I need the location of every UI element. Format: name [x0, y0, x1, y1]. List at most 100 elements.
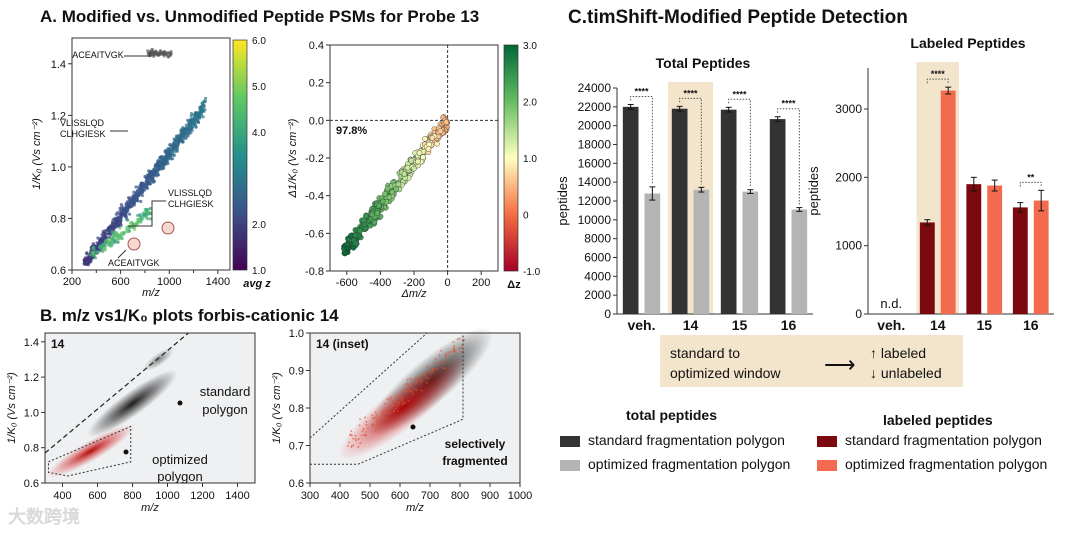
- scatter-point: [131, 203, 135, 207]
- density-point: [434, 358, 437, 360]
- watermark: 大数跨境: [8, 507, 80, 527]
- y-tick-label: 1000: [835, 239, 862, 253]
- scatter-point: [120, 205, 124, 209]
- scatter-point: [416, 150, 423, 156]
- scatter-point: [146, 217, 150, 221]
- scatter-point: [118, 222, 123, 226]
- scatter-point: [369, 211, 375, 218]
- y-tick-label: 1.0: [51, 162, 66, 174]
- x-tick-label: 600: [88, 490, 106, 502]
- y-tick-label: 2000: [835, 170, 862, 184]
- density-point: [446, 359, 449, 362]
- significance-label: ****: [732, 89, 747, 99]
- annotation-label: ACEAITVGK: [108, 258, 160, 268]
- density-blob: [46, 424, 135, 478]
- scatter-point: [144, 207, 149, 212]
- density-point: [455, 359, 458, 362]
- scatter-point: [116, 240, 120, 244]
- x-tick-label: 800: [123, 490, 141, 502]
- density-point: [360, 434, 363, 437]
- callout-line-2: optimized window: [670, 365, 781, 381]
- density-point: [350, 430, 353, 433]
- density-point: [459, 346, 462, 349]
- region-marker: [177, 400, 183, 406]
- x-tick-label: 800: [451, 490, 469, 502]
- density-point: [445, 352, 448, 355]
- scatter-point: [395, 181, 402, 188]
- scatter-point: [111, 233, 115, 237]
- bar: [720, 109, 737, 315]
- scatter-point: [139, 199, 143, 204]
- y-tick-label: 1.2: [51, 110, 66, 122]
- x-axis-label: m/z: [406, 502, 424, 514]
- density-point: [397, 410, 399, 413]
- legend-item-total-optimized: optimized fragmentation polygon: [560, 456, 790, 472]
- scatter-point: [182, 128, 187, 132]
- x-tick-label: 0: [445, 277, 451, 289]
- density-point: [387, 412, 390, 415]
- colorbar-tick-label: 6.0: [252, 36, 266, 47]
- scatter-point: [101, 249, 105, 254]
- scatter-point: [147, 181, 152, 186]
- scatter-point: [382, 191, 388, 197]
- bar: [742, 191, 759, 314]
- density-point: [359, 418, 361, 421]
- scatter-point: [393, 186, 400, 192]
- callout-up: ↑ labeled: [870, 345, 927, 361]
- annotation-marker: [161, 221, 175, 235]
- scatter-point: [166, 54, 170, 58]
- density-point: [363, 433, 366, 436]
- x-tick-label: 700: [421, 490, 439, 502]
- bar: [671, 108, 688, 314]
- annotation-leader: [128, 200, 166, 227]
- scatter-point: [171, 148, 175, 152]
- scatter-point: [111, 218, 115, 222]
- scatter-point: [345, 236, 351, 243]
- scatter-point: [122, 212, 126, 217]
- scatter-point: [177, 139, 181, 143]
- y-tick-label: 12000: [578, 194, 612, 208]
- density-point: [425, 376, 427, 379]
- scatter-point: [156, 172, 160, 177]
- scatter-point: [148, 217, 153, 221]
- percent-annotation: 97.8%: [336, 125, 367, 137]
- legend-swatch: [560, 459, 580, 471]
- x-axis-label: m/z: [142, 287, 160, 299]
- region-label: fragmented: [442, 454, 507, 468]
- scatter-point: [110, 244, 114, 248]
- scatter-point: [118, 226, 122, 230]
- scatter-point: [126, 204, 130, 208]
- density-point: [440, 349, 443, 352]
- bar: [987, 185, 1003, 314]
- scatter-point: [130, 198, 134, 203]
- scatter-point: [374, 210, 381, 217]
- chart-b-left: 400 600 800 1000 1200 1400 0.6 0.8 1.0 1.2 1.4 m/z 1…: [6, 332, 256, 514]
- scatter-point: [401, 171, 408, 177]
- legend-labeled-header: labeled peptides: [883, 412, 993, 428]
- y-tick-label: 0.8: [51, 213, 66, 225]
- colorbar-tick-label: 4.0: [252, 128, 266, 139]
- category-label: veh.: [627, 317, 655, 333]
- y-tick-label: 20000: [578, 119, 612, 133]
- colorbar-tick-label: 1.0: [252, 266, 266, 277]
- scatter-point: [197, 113, 201, 118]
- scatter-point: [93, 256, 98, 260]
- density-point: [420, 379, 423, 382]
- density-point: [412, 393, 415, 396]
- density-blob: [87, 369, 178, 438]
- density-point: [382, 418, 385, 420]
- panel-c-title: C.timShift-Modified Peptide Detection: [568, 7, 908, 28]
- x-tick-label: 200: [472, 277, 490, 289]
- legend-swatch: [560, 435, 580, 447]
- legend-swatch: [817, 459, 837, 471]
- colorbar-tick-label: 1.0: [523, 154, 537, 165]
- y-tick-label: 0.6: [24, 478, 39, 490]
- density-point: [415, 382, 418, 384]
- y-tick-label: 0.8: [24, 443, 39, 455]
- chart-title: Total Peptides: [656, 55, 751, 71]
- region-label: optimized: [152, 452, 208, 467]
- scatter-point: [139, 220, 143, 224]
- bar: [919, 222, 935, 314]
- scatter-point: [190, 121, 194, 125]
- bar: [693, 189, 710, 314]
